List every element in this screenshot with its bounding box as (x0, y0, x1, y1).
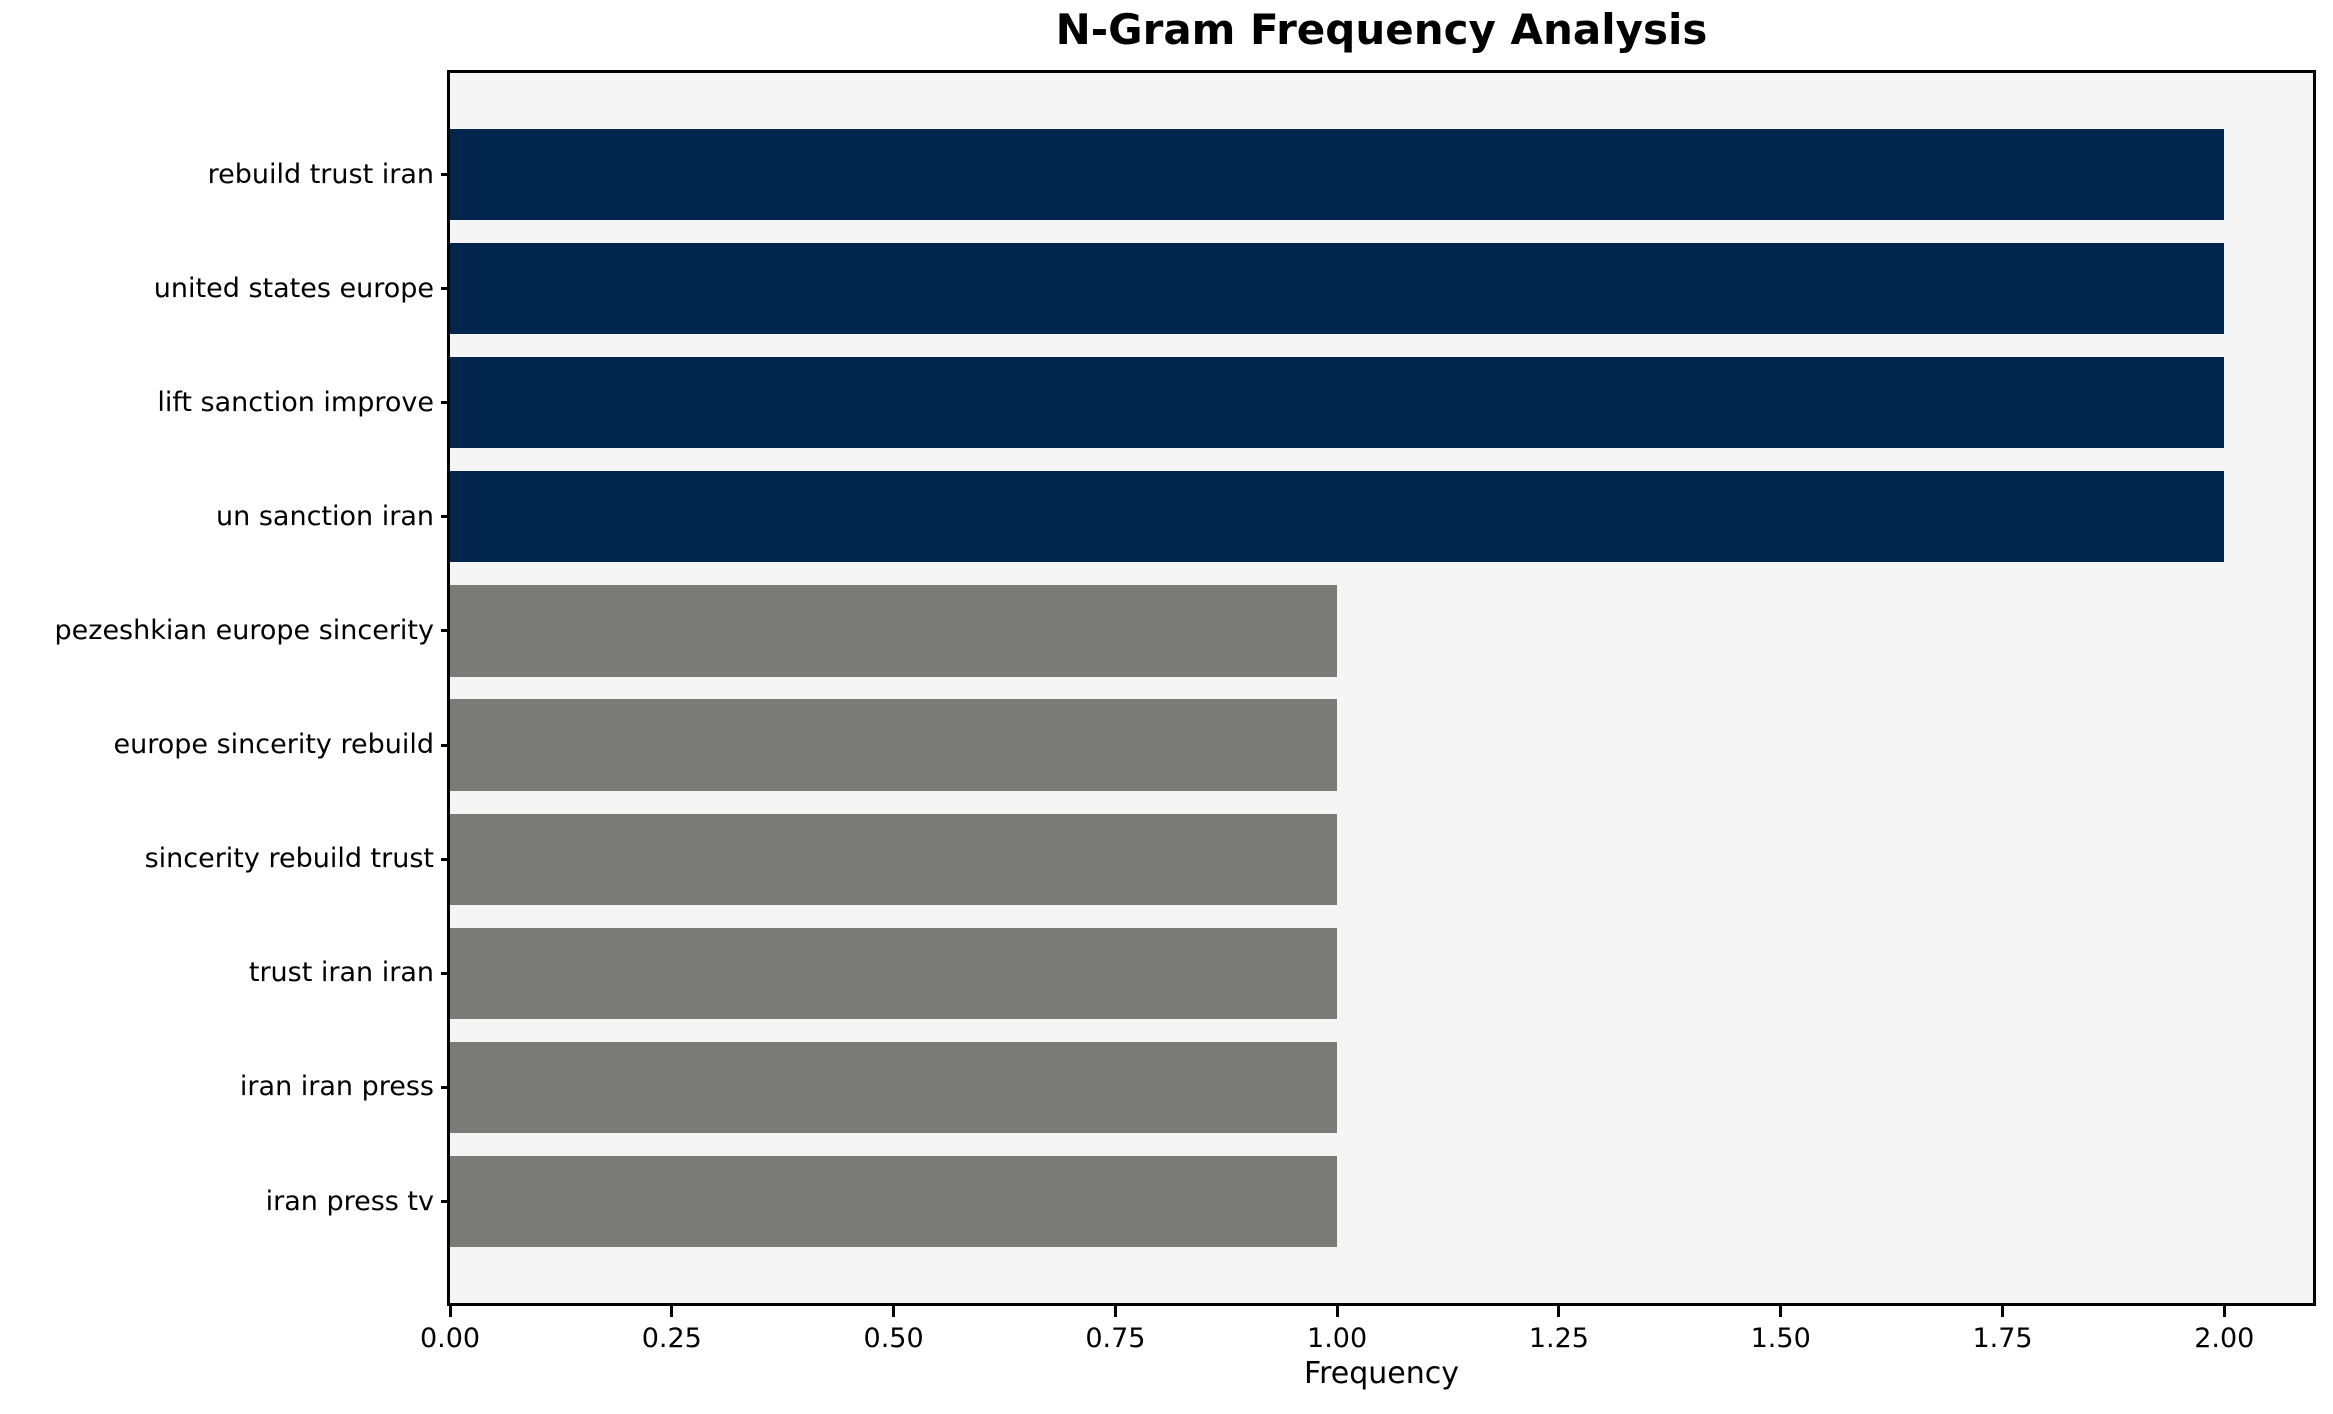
y-tick-mark (441, 1085, 450, 1089)
y-tick-mark (441, 401, 450, 405)
x-tick-mark (670, 1306, 674, 1317)
chart-title: N-Gram Frequency Analysis (1055, 5, 1708, 54)
x-tick-mark (1113, 1306, 1117, 1317)
y-tick-label: trust iran iran (248, 957, 434, 989)
y-tick-label: iran iran press (239, 1071, 434, 1103)
x-tick-label: 0.25 (641, 1323, 702, 1354)
plot-area (447, 70, 2316, 1306)
bar (450, 1155, 1338, 1248)
bar (450, 813, 1338, 905)
y-tick-label: sincerity rebuild trust (144, 843, 434, 875)
x-tick-mark (1335, 1306, 1339, 1317)
x-tick-label: 0.00 (419, 1323, 481, 1354)
x-tick-label: 1.50 (1750, 1323, 1811, 1354)
bar (450, 1041, 1338, 1133)
x-tick-label: 2.00 (2194, 1323, 2255, 1354)
x-tick-mark (2001, 1306, 2004, 1317)
y-tick-label: iran press tv (265, 1185, 434, 1217)
y-tick-mark (441, 857, 450, 861)
y-tick-label: europe sincerity rebuild (113, 729, 434, 761)
y-tick-label: pezeshkian europe sincerity (54, 614, 434, 646)
bar (450, 128, 2225, 221)
y-tick-mark (441, 971, 450, 975)
x-tick-mark (892, 1306, 896, 1317)
bar (450, 471, 2225, 563)
x-tick-mark (1779, 1306, 1783, 1317)
y-tick-mark (441, 1200, 450, 1203)
y-tick-mark (441, 629, 450, 633)
y-tick-label: lift sanction improve (157, 386, 434, 418)
x-tick-label: 0.75 (1085, 1323, 1146, 1354)
x-tick-mark (2222, 1306, 2226, 1317)
y-tick-mark (441, 287, 450, 291)
y-tick-label: rebuild trust iran (207, 158, 434, 190)
x-tick-label: 0.50 (863, 1323, 924, 1354)
bar (450, 699, 1338, 791)
x-tick-label: 1.25 (1528, 1323, 1589, 1354)
x-tick-mark (448, 1306, 452, 1317)
y-tick-mark (441, 173, 450, 176)
bar (450, 357, 2225, 449)
x-tick-label: 1.00 (1307, 1323, 1368, 1354)
x-axis-label: Frequency (1304, 1356, 1459, 1391)
y-tick-mark (441, 515, 450, 519)
y-tick-mark (441, 743, 450, 747)
x-tick-label: 1.75 (1972, 1323, 2033, 1354)
bar (450, 927, 1338, 1019)
y-tick-label: un sanction iran (216, 500, 434, 532)
y-tick-label: united states europe (153, 272, 434, 304)
bar (450, 585, 1338, 677)
bar (450, 243, 2225, 335)
x-tick-mark (1557, 1306, 1561, 1317)
